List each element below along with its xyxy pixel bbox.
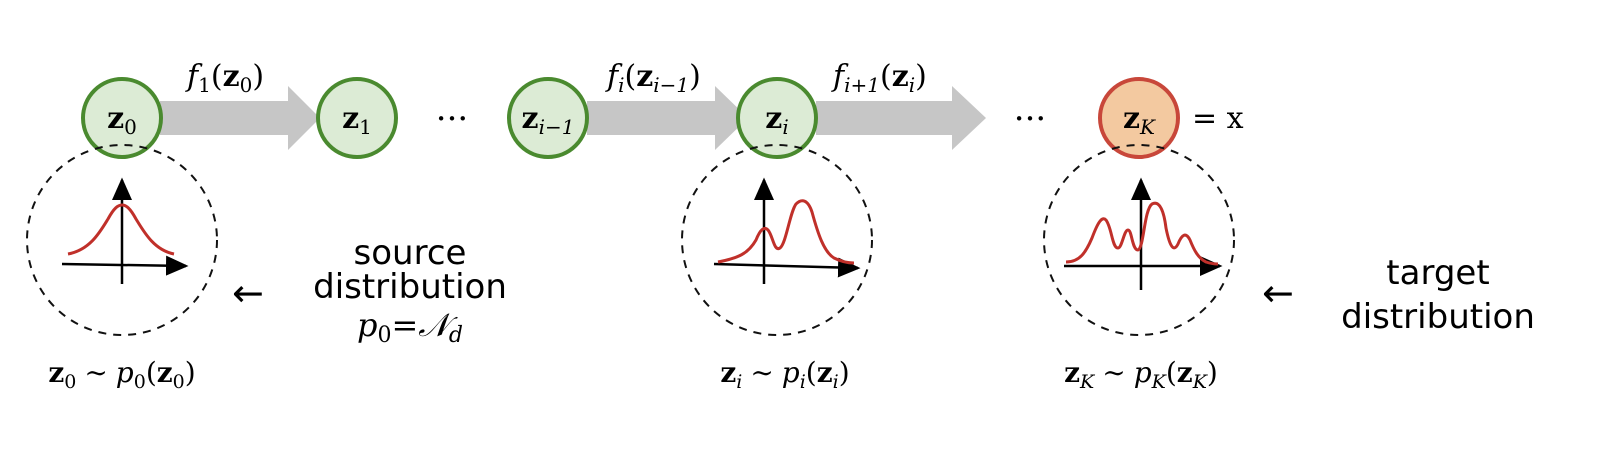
distribution-circle-z0 [26,144,218,336]
flow-arrow-fi1 [816,86,986,150]
source-pointer-arrow: ← [232,271,264,315]
svg-text:zK: zK [1123,101,1156,139]
svg-text:zi: zi [765,101,788,139]
node-z1: z1 [316,77,398,159]
node-zK: zK [1098,77,1180,159]
density-plot-zK [1064,177,1223,290]
node-z0: z0 [81,77,163,159]
density-plot-z0 [61,177,189,284]
x-axis [713,257,861,278]
target-distribution-label: target distribution [1341,253,1535,337]
caption-zK: zK ∼ pK(zK) [1064,356,1218,393]
bimodal-curve [717,199,855,265]
arrow-label-fi: fi(zi−1) [605,59,701,97]
distribution-circle-zi [681,144,873,336]
source-distribution-label: source distribution p0=𝒩d [313,233,507,348]
target-pointer-arrow: ← [1262,271,1294,315]
target-line1: target [1386,253,1489,293]
gaussian-curve [67,203,175,256]
arrow-label-fi1: fi+1(zi) [831,59,927,97]
distribution-circle-zK [1043,144,1235,336]
svg-text:zi−1: zi−1 [522,101,575,139]
svg-text:z0: z0 [107,101,137,139]
caption-z0: z0 ∼ p0(z0) [48,356,195,393]
source-line2: distribution [313,267,507,307]
density-plot-zi [713,177,861,284]
arrow-label-f1: f1(z0) [185,59,264,97]
node-zi: zi [736,77,818,159]
caption-zi: zi ∼ pi(zi) [720,356,849,393]
source-formula: p0=𝒩d [357,306,463,348]
target-line2: distribution [1341,297,1535,337]
x-axis [61,255,189,276]
multimodal-curve [1065,201,1219,266]
flow-arrow-f1 [160,86,320,150]
source-line1: source [354,233,467,273]
flow-arrow-fi [587,86,748,150]
node-zK-equals-x: = x [1192,101,1244,136]
ellipsis-1: ··· [436,99,468,139]
node-zi-minus-1: zi−1 [507,77,589,159]
svg-text:z1: z1 [342,101,372,139]
ellipsis-2: ··· [1014,99,1046,139]
